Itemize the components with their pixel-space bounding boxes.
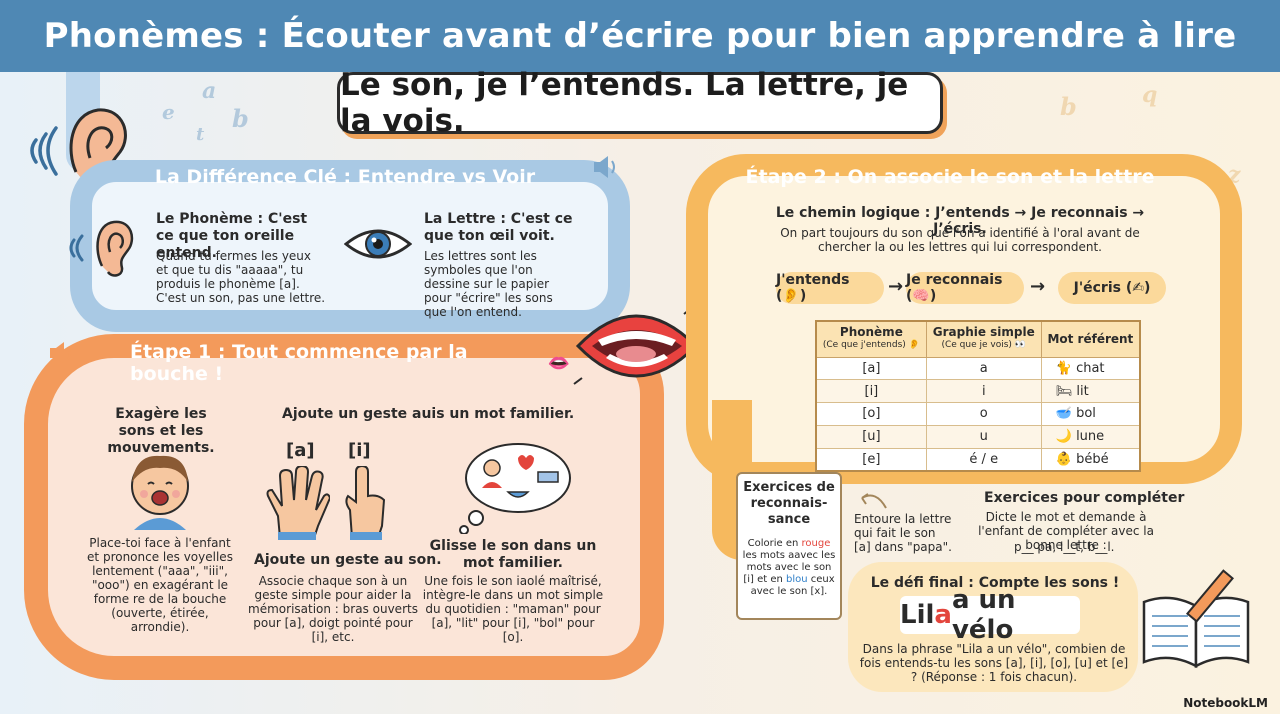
gesture-label-i: [i] [348, 440, 371, 461]
decor-letter: a [202, 78, 217, 104]
child-icon [131, 455, 189, 530]
step1-col3-body: Une fois le son iaolé maîtrisé, intègre-… [422, 574, 604, 644]
speaker-icon [594, 156, 615, 178]
table-row: [i] i 🛏 lit [815, 379, 1141, 404]
phoneme-table: Phonème (Ce que j'entends) 👂 Graphie simp… [815, 320, 1141, 472]
bed-icon: 🛏 [1055, 383, 1073, 399]
table-header-row: Phonème (Ce que j'entends) 👂 Graphie simp… [815, 320, 1141, 358]
recognition-exercise-card: Exercices de reconnais-sance Colorie en … [736, 472, 842, 620]
lips-icon: 👄 [547, 352, 570, 374]
entoure-text: Entoure la lettre qui fait le son [a] da… [854, 512, 952, 554]
eye-icon [344, 229, 412, 259]
step2-heading: Étape 2 : On associe le son et la lettre [745, 166, 1155, 188]
step2-heading-bar: Étape 2 : On associe le son et la lettre [740, 160, 1160, 194]
lila-sentence-box: Lil a a un vélo [900, 585, 1080, 645]
table-cell-mot: 🥣 bol [1040, 402, 1141, 426]
step2-body: On part toujours du son que l'on a ident… [780, 226, 1140, 254]
moon-icon: 🌙 [1055, 429, 1072, 445]
decor-letter: b [232, 104, 249, 133]
completer-blanks: p__ pa, l__t, b__l. [1014, 540, 1115, 554]
step1-col2-title: Ajoute un geste au son. [254, 552, 442, 568]
decor-letter: t [196, 124, 205, 145]
step1-col2-top: Ajoute un geste auis un mot familier. [282, 406, 575, 422]
pill-reconnais: Je reconnais (🧠) [906, 272, 1024, 304]
step1-col3-title: Glisse le son dans un mot familier. [429, 538, 597, 571]
thought-bubble-icon [459, 443, 571, 534]
table-cell-phoneme: [o] [815, 402, 927, 426]
step1-col2-body: Associe chaque son à un geste simple pou… [248, 574, 418, 644]
phoneme-definition-title: Le Phonème : C'est ce que ton oreille en… [156, 211, 308, 261]
pill-entends: J'entends (👂) [776, 272, 884, 304]
pointing-hand-icon [345, 466, 386, 540]
table-cell-mot: 🐈 chat [1040, 356, 1141, 381]
step1-col1-title: Exagère les sons et les mouvements. [107, 406, 215, 456]
recognition-body: Colorie en rouge les mots aavec les mots… [742, 538, 836, 597]
table-cell-graphie: é / e [925, 447, 1042, 472]
table-cell-mot: 🛏 lit [1040, 379, 1141, 404]
table-row: [u] u 🌙 lune [815, 424, 1141, 449]
completer-body: Dicte le mot et demande à l'enfant de co… [978, 510, 1154, 552]
step2-subtitle: Le chemin logique : J’entends → Je recon… [775, 205, 1145, 237]
table-cell-mot: 👶 bébé [1040, 447, 1141, 472]
brand-label: NotebookLM [1183, 696, 1268, 710]
difference-heading: La Différence Clé : Entendre vs Voir [154, 166, 536, 188]
curved-arrow-icon [861, 493, 887, 509]
open-hand-icon [266, 466, 330, 540]
arrow-icon: → [888, 276, 904, 297]
step1-heading-bar: Étape 1 : Tout commence par la bouche ! … [130, 341, 570, 385]
table-header-mot: Mot référent [1040, 320, 1141, 358]
table-cell-mot: 🌙 lune [1040, 424, 1141, 449]
gesture-label-a: [a] [286, 440, 315, 461]
step1-panel [24, 334, 664, 680]
decor-letter: e [162, 100, 175, 124]
table-header-phoneme: Phonème (Ce que j'entends) 👂 [815, 320, 927, 358]
lettre-definition-body: Les lettres sont les symboles que l'on d… [424, 249, 553, 319]
table-cell-phoneme: [u] [815, 424, 927, 449]
header-bar: Phonèmes : Écouter avant d’écrire pour b… [0, 0, 1280, 72]
difference-heading-bar: La Différence Clé : Entendre vs Voir [140, 160, 550, 194]
step1-heading: Étape 1 : Tout commence par la bouche ! [130, 341, 468, 385]
cat-icon: 🐈 [1055, 360, 1072, 376]
table-header-graphie: Graphie simple (Ce que je vois) 👀 [925, 320, 1042, 358]
ear-icon [69, 220, 134, 277]
decor-letter: q [1142, 82, 1158, 108]
decor-letter: b [1060, 92, 1077, 121]
lettre-definition-title: La Lettre : C'est ce que ton œil voit. [424, 211, 573, 244]
table-cell-graphie: u [925, 424, 1042, 449]
table-row: [o] o 🥣 bol [815, 402, 1141, 426]
arrow-icon: → [1030, 276, 1046, 297]
table-row: [a] a 🐈 chat [815, 356, 1141, 381]
table-cell-graphie: o [925, 402, 1042, 426]
phoneme-definition-body: Quand tu fermes les yeux et que tu dis "… [156, 249, 326, 305]
speaker-icon [50, 342, 71, 364]
final-challenge-title: Le défi final : Compte les sons ! [870, 575, 1120, 591]
mouth-icon [573, 305, 702, 385]
table-cell-phoneme: [a] [815, 356, 927, 381]
book-pencil-icon [1142, 569, 1250, 669]
table-cell-phoneme: [e] [815, 447, 927, 472]
table-cell-phoneme: [i] [815, 379, 927, 404]
baby-icon: 👶 [1055, 451, 1072, 467]
pill-ecris: J'écris (✍) [1058, 272, 1166, 304]
table-cell-graphie: i [925, 379, 1042, 404]
final-challenge-body: Dans la phrase "Lila a un vélo", combien… [859, 642, 1129, 684]
recognition-title: Exercices de reconnais-sance [743, 480, 835, 527]
completer-title: Exercices pour compléter [984, 490, 1185, 506]
slogan-box: Le son, je l’entends. La lettre, je la v… [337, 67, 943, 139]
bowl-icon: 🥣 [1055, 406, 1072, 422]
page-title: Phonèmes : Écouter avant d’écrire pour b… [43, 16, 1237, 56]
table-cell-graphie: a [925, 356, 1042, 381]
step1-col1-body: Place-toi face à l'enfant et prononce le… [87, 536, 233, 634]
table-row: [e] é / e 👶 bébé [815, 447, 1141, 472]
slogan-text: Le son, je l’entends. La lettre, je la v… [340, 67, 909, 139]
